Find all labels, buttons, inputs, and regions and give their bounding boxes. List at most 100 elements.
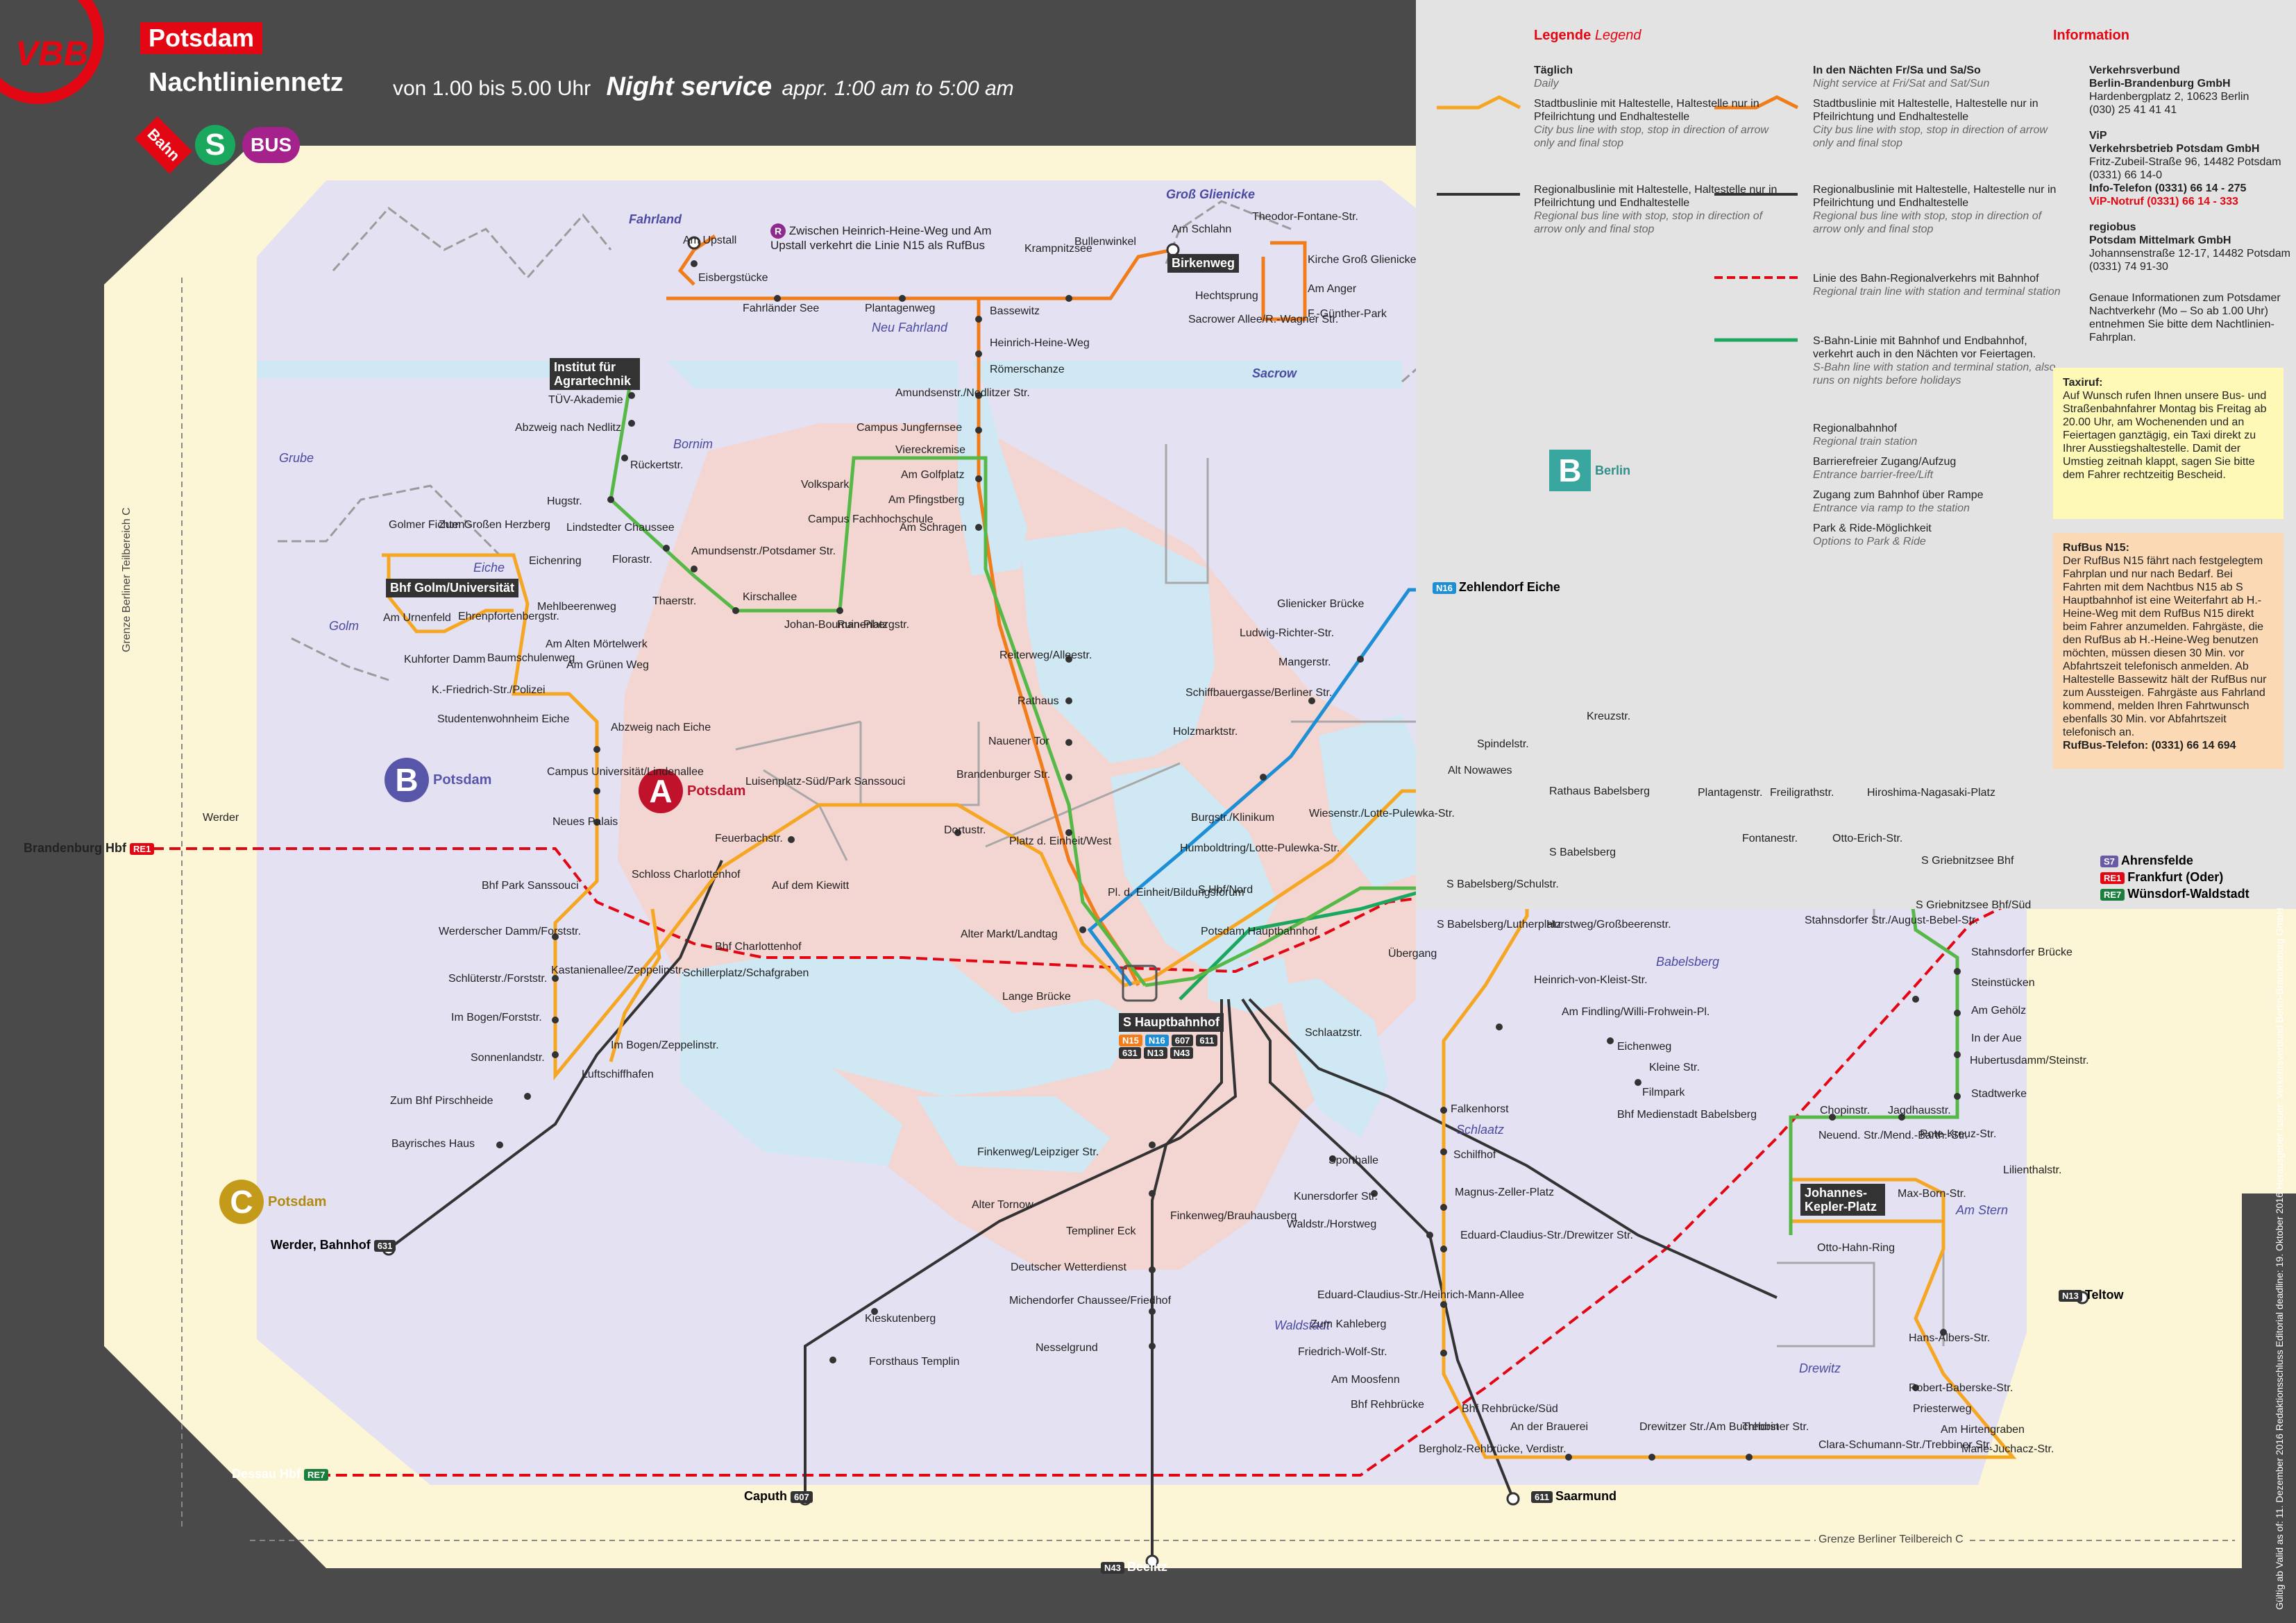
- stop-label[interactable]: Pl. d. Einheit/Bildungsforum: [1108, 887, 1244, 899]
- stop-label[interactable]: Hechtsprung: [1195, 290, 1258, 302]
- stop-label[interactable]: Bhf Medienstadt Babelsberg: [1617, 1109, 1757, 1121]
- stop-label[interactable]: Rückertstr.: [630, 459, 684, 471]
- stop-label[interactable]: Mehlbeerenweg: [537, 601, 616, 613]
- stop-label[interactable]: Thaerstr.: [652, 595, 697, 607]
- stop-label[interactable]: F.-Günther-Park: [1308, 308, 1387, 320]
- stop-label[interactable]: Eisbergstücke: [698, 272, 768, 284]
- stop-label[interactable]: Stahnsdorfer Brücke: [1971, 946, 2073, 958]
- stop-label[interactable]: Ruinenbergstr.: [837, 619, 910, 631]
- stop-label[interactable]: Bergholz-Rehbrücke, Verdistr.: [1419, 1443, 1567, 1455]
- stop-label[interactable]: Florastr.: [612, 554, 652, 566]
- stop-label[interactable]: Campus Universität/Lindenallee: [547, 766, 704, 778]
- stop-label[interactable]: Eichenring: [529, 555, 582, 567]
- stop-label[interactable]: Hans-Albers-Str.: [1909, 1332, 1991, 1344]
- stop-label[interactable]: In der Aue: [1971, 1033, 2022, 1044]
- stop-label[interactable]: Schillerplatz/Schafgraben: [683, 967, 809, 979]
- terminal-werder-bahnhof[interactable]: Werder, Bahnhof 631: [271, 1238, 398, 1252]
- stop-label[interactable]: Chopinstr.: [1820, 1105, 1871, 1116]
- stop-label[interactable]: S Griebnitzsee Bhf: [1921, 855, 2014, 867]
- stop-label[interactable]: Rathaus Babelsberg: [1549, 785, 1650, 797]
- stop-label[interactable]: Abzweig nach Eiche: [611, 722, 711, 733]
- stop-label[interactable]: Kuhforter Damm: [404, 654, 486, 665]
- terminal-beelitz[interactable]: N43 Beelitz: [1101, 1560, 1167, 1574]
- stop-label[interactable]: Studentenwohnheim Eiche: [437, 713, 570, 725]
- stop-label[interactable]: Forsthaus Templin: [869, 1356, 960, 1368]
- stop-label[interactable]: Mangerstr.: [1278, 656, 1331, 668]
- stop-label[interactable]: Johan-Bouman-Platz: [784, 619, 888, 631]
- stop-label[interactable]: Lindstedter Chaussee: [566, 522, 675, 534]
- hub-s-hauptbahnhof[interactable]: S Hauptbahnhof N15 N16 607 611 631 N13 N43: [1119, 1013, 1224, 1060]
- stop-label[interactable]: Falkenhorst: [1451, 1103, 1509, 1115]
- terminal-wuensdorf[interactable]: RE7 Wünsdorf-Waldstadt: [2100, 887, 2249, 901]
- stop-label[interactable]: Drewitzer Str./Am Buchhorst: [1639, 1421, 1779, 1433]
- stop-label[interactable]: Am Alten Mörtelwerk: [546, 638, 648, 650]
- stop-label[interactable]: Ehrenpfortenbergstr.: [458, 611, 559, 622]
- stop-label[interactable]: Kirche Groß Glienicke: [1308, 254, 1417, 266]
- stop-label[interactable]: Trebbiner Str.: [1742, 1421, 1809, 1433]
- stop-label[interactable]: Übergang: [1388, 948, 1437, 960]
- stop-label[interactable]: Nesselgrund: [1036, 1342, 1098, 1354]
- stop-label[interactable]: Bassewitz: [990, 305, 1040, 317]
- stop-label[interactable]: Am Moosfenn: [1331, 1374, 1400, 1386]
- stop-label[interactable]: Kastanienallee/Zeppelinstr.: [551, 965, 685, 976]
- stop-label[interactable]: Kieskutenberg: [865, 1313, 936, 1325]
- stop-label[interactable]: Sonnenlandstr.: [471, 1052, 545, 1064]
- stop-label[interactable]: Jagdhausstr.: [1888, 1105, 1951, 1116]
- stop-label[interactable]: Am Schragen: [900, 522, 967, 534]
- stop-label[interactable]: Römerschanze: [990, 364, 1065, 375]
- stop-label[interactable]: Stahnsdorfer Str./August-Bebel-Str.: [1805, 915, 1978, 926]
- stop-label[interactable]: S Babelsberg/Lutherplatz: [1437, 919, 1562, 931]
- stop-label[interactable]: Steinstücken: [1971, 977, 2035, 989]
- stop-label[interactable]: S Babelsberg: [1549, 847, 1617, 858]
- stop-label[interactable]: Holzmarktstr.: [1173, 726, 1238, 738]
- stop-label[interactable]: Sporthalle: [1328, 1155, 1379, 1166]
- stop-label[interactable]: Friedrich-Wolf-Str.: [1298, 1346, 1387, 1358]
- stop-label[interactable]: Heinrich-von-Kleist-Str.: [1534, 974, 1648, 986]
- stop-label[interactable]: Robert-Baberske-Str.: [1909, 1382, 2014, 1394]
- stop-label[interactable]: Neuend. Str./Mend.-Barth.-Str.: [1818, 1130, 1968, 1141]
- stop-label[interactable]: K.-Friedrich-Str./Polizei: [432, 684, 546, 696]
- terminal-frankfurt-oder[interactable]: RE1 Frankfurt (Oder): [2100, 870, 2223, 885]
- stop-label[interactable]: Schloss Charlottenhof: [632, 869, 741, 881]
- stop-label[interactable]: Humboldtring/Lotte-Pulewka-Str.: [1180, 842, 1340, 854]
- stop-label[interactable]: Am Upstall: [683, 235, 737, 246]
- stop-label[interactable]: Stadtwerke: [1971, 1088, 2027, 1100]
- stop-label[interactable]: Krampnitzsee: [1024, 243, 1092, 255]
- stop-label[interactable]: Am Urnenfeld: [383, 612, 451, 624]
- stop-label[interactable]: Bayrisches Haus: [391, 1138, 475, 1150]
- stop-label[interactable]: Eduard-Claudius-Str./Heinrich-Mann-Allee: [1317, 1289, 1524, 1301]
- stop-label[interactable]: Fontanestr.: [1742, 833, 1798, 844]
- stop-label[interactable]: Nauener Tor: [988, 736, 1049, 747]
- stop-label[interactable]: Golmer Fichten: [389, 519, 465, 531]
- terminal-teltow[interactable]: N13 Teltow: [2059, 1288, 2124, 1302]
- stop-label[interactable]: Otto-Erich-Str.: [1832, 833, 1903, 844]
- stop-label[interactable]: Hubertusdamm/Steinstr.: [1970, 1055, 2089, 1067]
- stop-label[interactable]: Rote-Kreuz-Str.: [1920, 1128, 1997, 1140]
- stop-label[interactable]: Plantagenweg: [865, 303, 936, 314]
- stop-label[interactable]: Am Anger: [1308, 283, 1357, 295]
- stop-label[interactable]: Zum Bhf Pirschheide: [390, 1095, 493, 1107]
- stop-label[interactable]: Kirschallee: [743, 591, 797, 603]
- stop-label[interactable]: Marie-Juchacz-Str.: [1961, 1443, 2054, 1455]
- stop-label[interactable]: Priesterweg: [1913, 1403, 1972, 1415]
- stop-label[interactable]: Am Pfingstberg: [888, 494, 965, 506]
- stop-label[interactable]: Freiligrathstr.: [1770, 787, 1834, 799]
- stop-label[interactable]: Hiroshima-Nagasaki-Platz: [1867, 787, 1995, 799]
- stop-label[interactable]: Bhf Charlottenhof: [715, 941, 802, 953]
- stop-label[interactable]: Werderscher Damm/Forststr.: [439, 926, 582, 937]
- stop-label[interactable]: Michendorfer Chaussee/Friedhof: [1009, 1295, 1172, 1307]
- stop-label[interactable]: Hugstr.: [547, 495, 582, 507]
- stop-label[interactable]: S Griebnitzsee Bhf/Süd: [1916, 899, 2032, 911]
- hub-golm[interactable]: Bhf Golm/Universität: [386, 579, 519, 597]
- stop-label[interactable]: Eichenweg: [1617, 1041, 1672, 1053]
- stop-label[interactable]: Templiner Eck: [1066, 1225, 1136, 1237]
- terminal-dessau[interactable]: Dessau Hbf RE7: [232, 1467, 331, 1481]
- stop-label[interactable]: Rathaus: [1018, 695, 1059, 707]
- stop-label[interactable]: Alt Nowawes: [1448, 765, 1512, 776]
- stop-label[interactable]: Werder: [203, 812, 239, 824]
- stop-label[interactable]: Finkenweg/Leipziger Str.: [977, 1146, 1099, 1158]
- stop-label[interactable]: Bhf Rehbrücke/Süd: [1462, 1403, 1558, 1415]
- stop-label[interactable]: Max-Born-Str.: [1898, 1188, 1966, 1200]
- terminal-caputh[interactable]: Caputh 607: [744, 1489, 816, 1504]
- stop-label[interactable]: Spindelstr.: [1477, 738, 1529, 750]
